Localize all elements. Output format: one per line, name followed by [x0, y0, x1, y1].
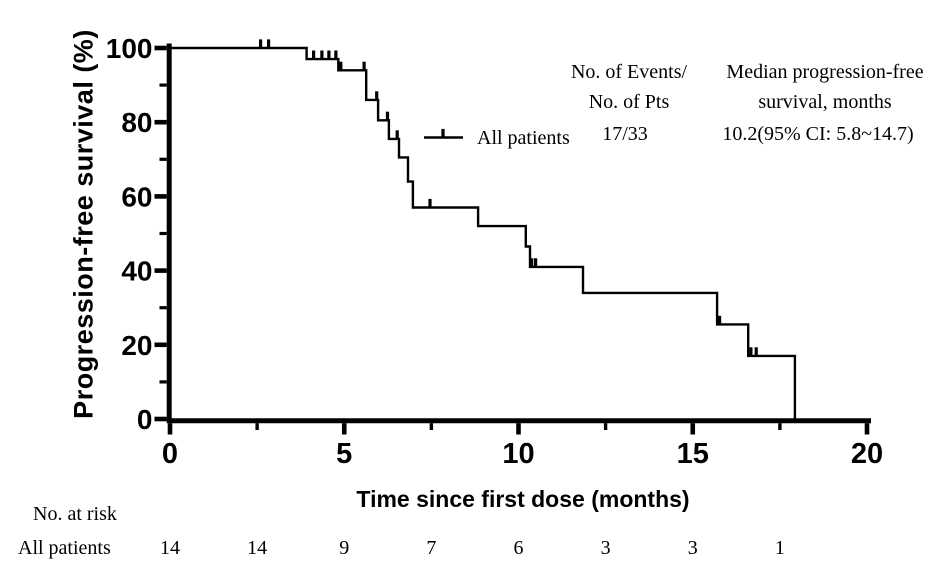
x-tick-label: 20: [851, 438, 883, 470]
censor-tick: [375, 91, 379, 101]
censor-tick: [362, 61, 366, 72]
censor-tick: [749, 347, 753, 357]
events-column-header-line2: No. of Pts: [588, 91, 670, 113]
censor-tick: [334, 50, 338, 60]
events-value: 17/33: [602, 123, 648, 145]
at-risk-count: 7: [426, 537, 437, 559]
x-tick-label: 10: [502, 438, 534, 470]
censor-tick: [385, 111, 390, 122]
censor-tick: [530, 258, 534, 268]
censor-tick: [428, 198, 432, 209]
censor-tick: [312, 50, 316, 60]
censor-tick: [327, 50, 331, 60]
y-tick-label: 40: [121, 256, 152, 287]
censor-tick: [534, 258, 538, 268]
y-tick-label: 20: [121, 330, 152, 361]
censor-tick: [395, 130, 399, 140]
x-tick-label: 5: [336, 438, 352, 470]
km-step-curve: [170, 46, 797, 419]
y-tick-label: 100: [106, 33, 153, 64]
y-tick-label: 80: [121, 107, 152, 138]
events-column-header: No. of Events/ No. of Pts: [571, 57, 687, 117]
x-tick-label: 15: [677, 438, 709, 470]
legend-censor-tick: [441, 128, 445, 139]
censor-tick: [718, 315, 722, 326]
median-column-header: Median progression-free survival, months: [726, 57, 923, 117]
median-value: 10.2(95% CI: 5.8~14.7): [722, 123, 914, 145]
x-tick-label: 0: [162, 438, 178, 470]
y-tick-label: 60: [121, 181, 152, 212]
at-risk-row-label: All patients: [18, 537, 111, 559]
legend-label: All patients: [477, 127, 570, 149]
y-tick-label: 0: [137, 404, 153, 435]
at-risk-count: 6: [513, 537, 524, 559]
at-risk-count: 14: [160, 537, 180, 559]
censor-tick: [754, 347, 758, 357]
y-axis-title: Progression-free survival (%): [68, 29, 99, 419]
at-risk-title: No. at risk: [33, 503, 117, 525]
at-risk-count: 1: [774, 537, 785, 559]
at-risk-count: 9: [339, 537, 350, 559]
median-column-header-line2: survival, months: [758, 91, 892, 113]
at-risk-count: 14: [247, 537, 268, 559]
censor-tick: [320, 50, 324, 60]
censor-tick: [259, 39, 263, 49]
censor-tick: [267, 39, 271, 49]
events-column-header-line1: No. of Events/: [570, 61, 688, 83]
censor-tick: [339, 61, 343, 72]
at-risk-count: 3: [687, 537, 698, 559]
at-risk-count: 3: [600, 537, 611, 559]
x-axis-title: Time since first dose (months): [356, 486, 690, 512]
median-column-header-line1: Median progression-free: [726, 61, 924, 83]
